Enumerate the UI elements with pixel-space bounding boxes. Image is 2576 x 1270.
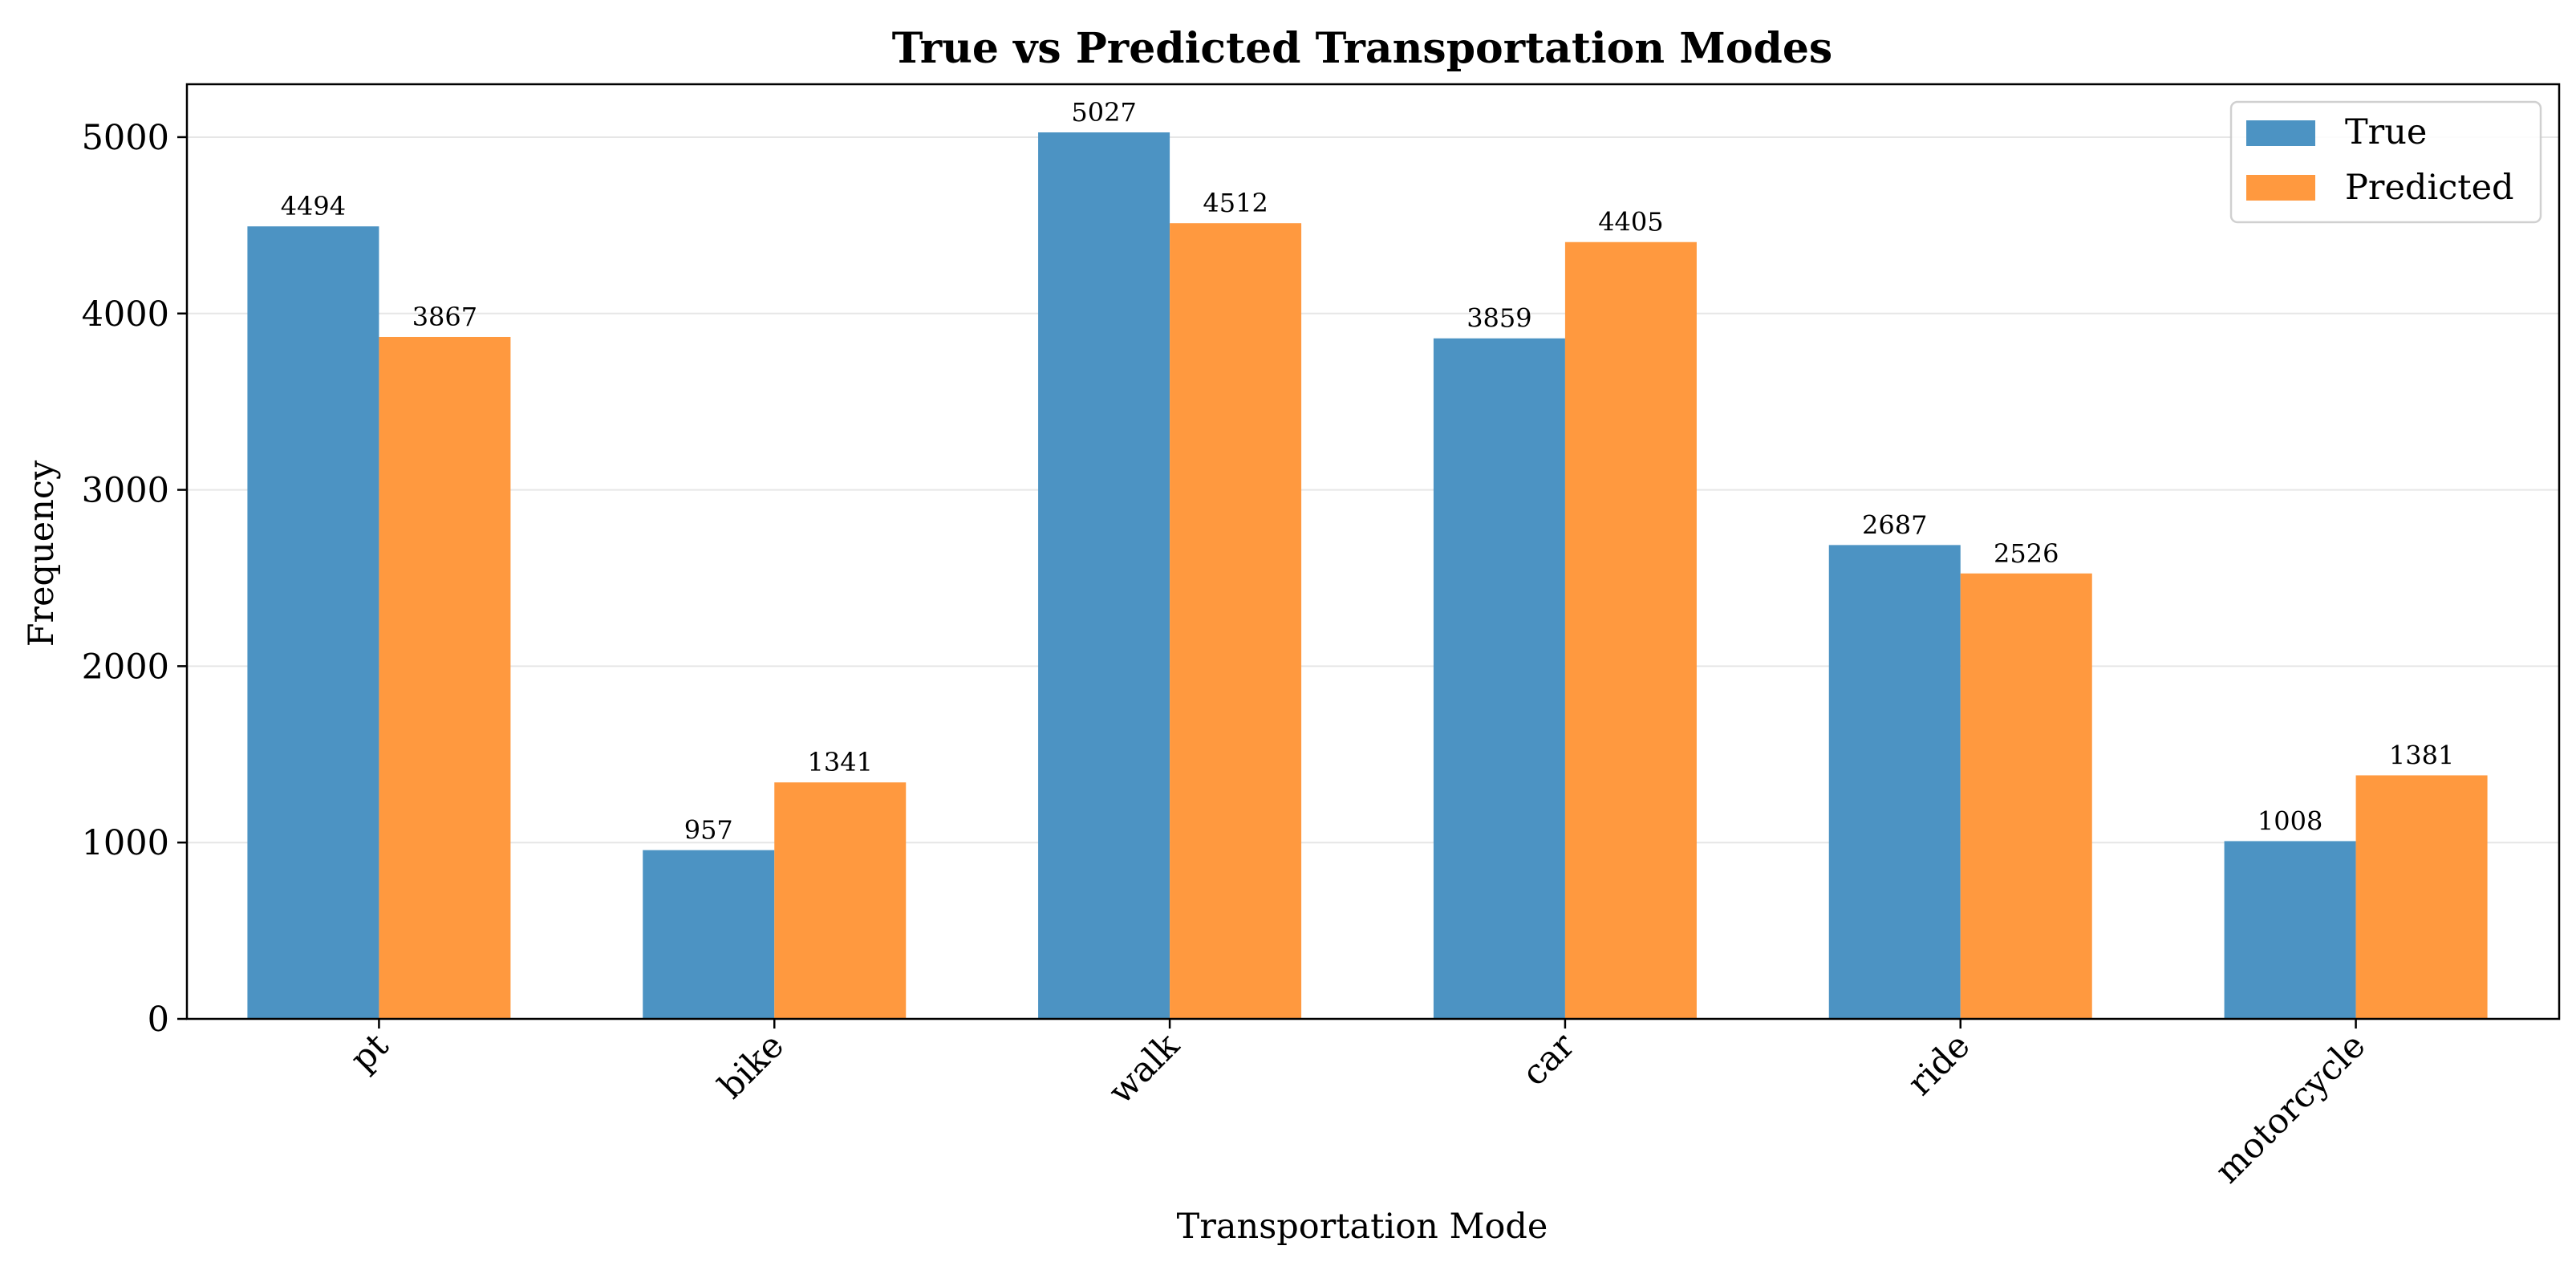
bar-true-walk	[1038, 132, 1170, 1019]
bar-predicted-car	[1564, 241, 1697, 1019]
legend: True Predicted	[2229, 100, 2542, 224]
legend-swatch-predicted	[2246, 175, 2315, 201]
plot-frame	[185, 83, 2561, 1020]
data-label: 3859	[1466, 303, 1531, 334]
bar-true-pt	[247, 226, 379, 1019]
legend-swatch-true	[2246, 120, 2315, 146]
bar-true-motorcycle	[2224, 841, 2356, 1019]
data-label: 2526	[1994, 538, 2059, 569]
data-label: 957	[684, 815, 733, 846]
data-labels: 4494 3867 957 1341 5027 4512 3859 4405 2687 2526 1…	[281, 97, 2455, 846]
legend-label-true: True	[2345, 112, 2427, 152]
data-label: 3867	[412, 302, 477, 332]
y-tick-label: 3000	[82, 471, 169, 511]
data-label: 4494	[281, 191, 346, 221]
data-label: 1008	[2258, 805, 2322, 836]
legend-label-predicted: Predicted	[2345, 168, 2514, 208]
chart-title: True vs Predicted Transportation Modes	[892, 24, 1832, 73]
bar-true-ride	[1828, 545, 1961, 1019]
bar-predicted-pt	[379, 336, 511, 1019]
data-label: 4512	[1203, 188, 1268, 218]
bar-true-car	[1433, 338, 1565, 1019]
y-axis-ticks: 0 1000 2000 3000 4000 5000	[82, 118, 187, 1040]
bar-true-bike	[643, 850, 775, 1019]
y-tick-label: 0	[148, 1000, 169, 1040]
y-tick-label: 5000	[82, 118, 169, 158]
bar-predicted-ride	[1960, 573, 2092, 1019]
bars	[247, 132, 2488, 1020]
y-tick-label: 4000	[82, 294, 169, 335]
data-label: 1341	[808, 747, 873, 777]
bar-predicted-bike	[774, 782, 907, 1019]
x-axis-label: Transportation Mode	[1177, 1207, 1548, 1247]
data-label: 4405	[1598, 207, 1663, 237]
y-axis-label: Frequency	[22, 460, 62, 647]
data-label: 2687	[1862, 509, 1927, 540]
y-tick-label: 1000	[82, 823, 169, 863]
y-tick-label: 2000	[82, 647, 169, 687]
bar-predicted-motorcycle	[2355, 775, 2488, 1019]
data-label: 1381	[2389, 740, 2454, 770]
bar-predicted-walk	[1170, 223, 1302, 1020]
data-label: 5027	[1071, 97, 1136, 128]
